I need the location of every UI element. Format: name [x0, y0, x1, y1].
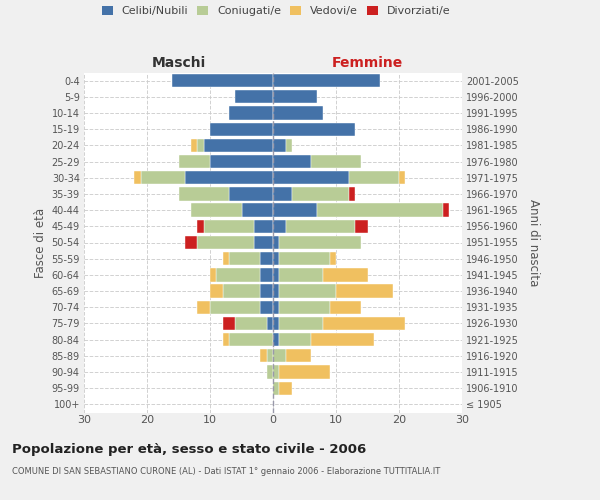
Bar: [273, 333, 280, 346]
Bar: [210, 300, 260, 314]
Bar: [349, 171, 399, 184]
Bar: [286, 138, 292, 152]
Bar: [229, 188, 273, 200]
Bar: [292, 188, 349, 200]
Bar: [273, 220, 286, 233]
Bar: [280, 236, 361, 249]
Bar: [197, 300, 210, 314]
Bar: [280, 382, 292, 395]
Bar: [273, 317, 280, 330]
Bar: [311, 333, 374, 346]
Bar: [280, 366, 330, 378]
Bar: [266, 366, 273, 378]
Bar: [443, 204, 449, 217]
Bar: [254, 236, 273, 249]
Bar: [191, 204, 241, 217]
Bar: [210, 122, 273, 136]
Bar: [311, 155, 361, 168]
Bar: [280, 300, 330, 314]
Bar: [399, 171, 406, 184]
Bar: [355, 220, 367, 233]
Bar: [286, 349, 311, 362]
Bar: [273, 138, 286, 152]
Bar: [229, 252, 260, 266]
Bar: [229, 333, 273, 346]
Bar: [172, 74, 273, 87]
Bar: [191, 138, 197, 152]
Bar: [266, 349, 273, 362]
Bar: [273, 349, 286, 362]
Bar: [273, 366, 280, 378]
Y-axis label: Anni di nascita: Anni di nascita: [527, 199, 541, 286]
Bar: [204, 138, 273, 152]
Bar: [273, 268, 280, 281]
Bar: [266, 317, 273, 330]
Bar: [280, 252, 330, 266]
Bar: [235, 90, 273, 104]
Bar: [273, 300, 280, 314]
Bar: [273, 252, 280, 266]
Bar: [273, 382, 280, 395]
Bar: [223, 252, 229, 266]
Bar: [280, 268, 323, 281]
Legend: Celibi/Nubili, Coniugati/e, Vedovi/e, Divorziati/e: Celibi/Nubili, Coniugati/e, Vedovi/e, Di…: [101, 6, 451, 16]
Bar: [260, 349, 266, 362]
Bar: [185, 171, 273, 184]
Bar: [323, 268, 367, 281]
Bar: [210, 268, 217, 281]
Bar: [197, 220, 204, 233]
Bar: [280, 333, 311, 346]
Bar: [254, 220, 273, 233]
Bar: [210, 155, 273, 168]
Bar: [260, 252, 273, 266]
Bar: [273, 155, 311, 168]
Bar: [336, 284, 392, 298]
Bar: [323, 317, 406, 330]
Bar: [286, 220, 355, 233]
Y-axis label: Fasce di età: Fasce di età: [34, 208, 47, 278]
Bar: [273, 74, 380, 87]
Bar: [260, 268, 273, 281]
Bar: [235, 317, 266, 330]
Bar: [223, 333, 229, 346]
Bar: [273, 106, 323, 120]
Text: Femmine: Femmine: [332, 56, 403, 70]
Bar: [280, 284, 336, 298]
Bar: [216, 268, 260, 281]
Bar: [273, 204, 317, 217]
Text: Popolazione per età, sesso e stato civile - 2006: Popolazione per età, sesso e stato civil…: [12, 442, 366, 456]
Bar: [141, 171, 185, 184]
Bar: [330, 300, 361, 314]
Bar: [273, 90, 317, 104]
Bar: [210, 284, 223, 298]
Bar: [330, 252, 336, 266]
Bar: [204, 220, 254, 233]
Text: COMUNE DI SAN SEBASTIANO CURONE (AL) - Dati ISTAT 1° gennaio 2006 - Elaborazione: COMUNE DI SAN SEBASTIANO CURONE (AL) - D…: [12, 468, 440, 476]
Bar: [134, 171, 141, 184]
Bar: [273, 122, 355, 136]
Bar: [223, 284, 260, 298]
Bar: [185, 236, 197, 249]
Bar: [260, 284, 273, 298]
Bar: [349, 188, 355, 200]
Text: Maschi: Maschi: [151, 56, 206, 70]
Bar: [273, 284, 280, 298]
Bar: [229, 106, 273, 120]
Bar: [273, 188, 292, 200]
Bar: [260, 300, 273, 314]
Bar: [280, 317, 323, 330]
Bar: [197, 236, 254, 249]
Bar: [317, 204, 443, 217]
Bar: [273, 171, 349, 184]
Bar: [179, 188, 229, 200]
Bar: [241, 204, 273, 217]
Bar: [273, 236, 280, 249]
Bar: [197, 138, 204, 152]
Bar: [179, 155, 210, 168]
Bar: [223, 317, 235, 330]
